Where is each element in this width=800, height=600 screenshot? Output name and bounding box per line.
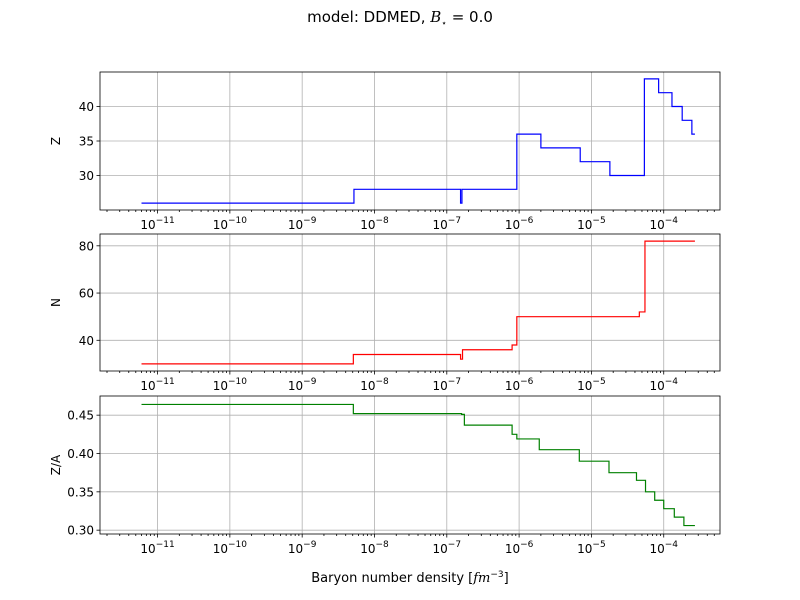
x-tick-label: 10−5 — [577, 377, 606, 393]
x-tick-label: 10−10 — [213, 540, 248, 556]
y-axis-label: Z — [49, 137, 63, 145]
x-tick-label: 10−7 — [433, 377, 462, 393]
x-tick-label: 10−7 — [433, 540, 462, 556]
x-tick-label: 10−11 — [140, 540, 174, 556]
x-tick-label: 10−6 — [505, 540, 534, 556]
subplots: 10−11 10−10 10−9 10−8 10−7 10−6 10−5 10−4 30 35 40… — [49, 71, 721, 556]
x-tick-label: 10−8 — [360, 216, 389, 232]
axes-frame — [99, 395, 721, 535]
series-line — [141, 240, 695, 365]
series-line — [141, 78, 695, 204]
x-tick-label: 10−10 — [213, 377, 248, 393]
y-axis-label: N — [49, 298, 63, 307]
x-tick-label: 10−6 — [505, 216, 534, 232]
y-tick-label: 30 — [79, 169, 94, 183]
x-tick-label: 10−5 — [577, 216, 606, 232]
x-tick-label: 10−5 — [577, 540, 606, 556]
x-axis-label: Baryon number density [fm−3] — [311, 570, 509, 586]
subplot-z: 10−11 10−10 10−9 10−8 10−7 10−6 10−5 10−4 30 35 40… — [49, 71, 721, 232]
figure-title: model: DDMED, B⋆ = 0.0 — [307, 8, 493, 29]
y-tick-label: 35 — [79, 135, 94, 149]
y-tick-label: 0.35 — [67, 485, 94, 499]
x-tick-label: 10−4 — [649, 216, 678, 232]
x-tick-label: 10−9 — [288, 377, 317, 393]
y-tick-label: 40 — [79, 334, 94, 348]
y-tick-label: 0.30 — [67, 524, 94, 538]
x-tick-label: 10−6 — [505, 377, 534, 393]
subplot-z-a: 10−11 10−10 10−9 10−8 10−7 10−6 10−5 10−4 0.30 0.… — [49, 395, 721, 556]
y-tick-label: 40 — [79, 100, 94, 114]
x-tick-label: 10−11 — [140, 377, 174, 393]
x-tick-label: 10−8 — [360, 540, 389, 556]
y-tick-label: 60 — [79, 287, 94, 301]
x-tick-label: 10−10 — [213, 216, 248, 232]
x-tick-label: 10−9 — [288, 540, 317, 556]
y-tick-label: 80 — [79, 239, 94, 253]
axes-frame — [99, 233, 721, 372]
x-tick-label: 10−7 — [433, 216, 462, 232]
subplot-n: 10−11 10−10 10−9 10−8 10−7 10−6 10−5 10−4 40 60 80… — [49, 233, 721, 393]
x-tick-label: 10−11 — [140, 216, 174, 232]
x-tick-label: 10−9 — [288, 216, 317, 232]
series-line — [141, 403, 695, 527]
y-tick-label: 0.40 — [67, 447, 94, 461]
y-axis-label: Z/A — [49, 454, 63, 475]
x-tick-label: 10−4 — [649, 540, 678, 556]
x-tick-label: 10−4 — [649, 377, 678, 393]
y-tick-label: 0.45 — [67, 409, 94, 423]
x-tick-label: 10−8 — [360, 377, 389, 393]
